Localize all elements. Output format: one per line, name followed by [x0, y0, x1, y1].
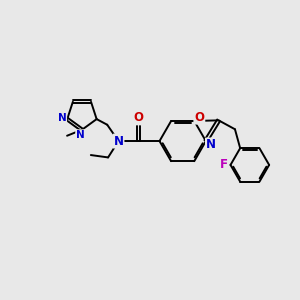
- Text: N: N: [206, 138, 216, 152]
- Text: O: O: [194, 111, 204, 124]
- Text: N: N: [113, 135, 124, 148]
- Text: N: N: [58, 112, 66, 123]
- Text: F: F: [220, 158, 228, 171]
- Text: N: N: [76, 130, 85, 140]
- Text: O: O: [134, 111, 144, 124]
